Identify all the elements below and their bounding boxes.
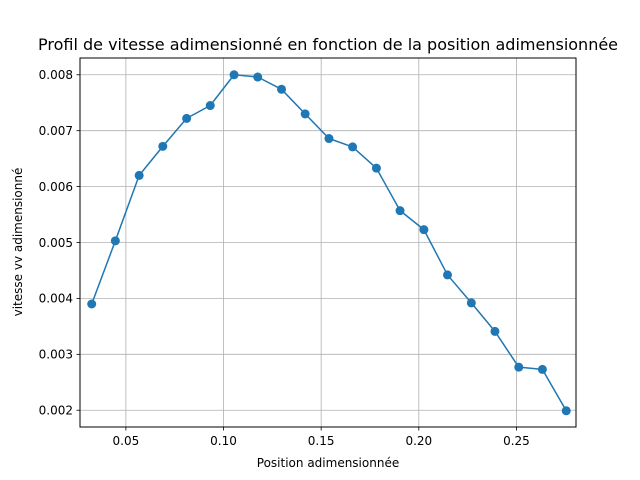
y-tick-label: 0.005 <box>39 236 73 250</box>
y-tick-label: 0.007 <box>39 124 73 138</box>
data-point <box>514 362 524 372</box>
data-point <box>253 72 263 82</box>
data-point <box>182 113 192 123</box>
data-point <box>324 134 334 144</box>
chart-title: Profil de vitesse adimensionné en foncti… <box>38 35 618 54</box>
x-tick-label: 0.15 <box>308 434 335 448</box>
data-point <box>466 298 476 308</box>
x-tick-label: 0.10 <box>210 434 237 448</box>
data-point <box>537 364 547 374</box>
data-point <box>277 84 287 94</box>
data-point <box>561 406 571 416</box>
axis-ticks: 0.05 0.10 0.15 0.20 0.25 0.002 0.003 0.004 0.005… <box>39 68 530 448</box>
data-point <box>158 141 168 151</box>
x-axis-label: Position adimensionnée <box>257 456 399 470</box>
data-point <box>371 163 381 173</box>
data-series <box>87 70 571 416</box>
data-point <box>134 170 144 180</box>
y-tick-label: 0.004 <box>39 292 73 306</box>
data-point <box>87 299 97 309</box>
y-axis-label: vitesse vv adimensionné <box>11 168 25 317</box>
data-point <box>110 236 120 246</box>
y-tick-label: 0.008 <box>39 68 73 82</box>
data-point <box>229 70 239 80</box>
y-tick-label: 0.006 <box>39 180 73 194</box>
y-tick-label: 0.003 <box>39 348 73 362</box>
data-point <box>419 225 429 235</box>
data-point <box>300 109 310 119</box>
x-tick-label: 0.25 <box>503 434 530 448</box>
data-point <box>348 142 358 152</box>
data-point <box>490 326 500 336</box>
data-point <box>395 206 405 216</box>
grid-lines <box>80 58 576 427</box>
x-tick-label: 0.05 <box>113 434 140 448</box>
x-tick-label: 0.20 <box>405 434 432 448</box>
y-tick-label: 0.002 <box>39 404 73 418</box>
data-point <box>205 101 215 111</box>
data-point <box>443 270 453 280</box>
